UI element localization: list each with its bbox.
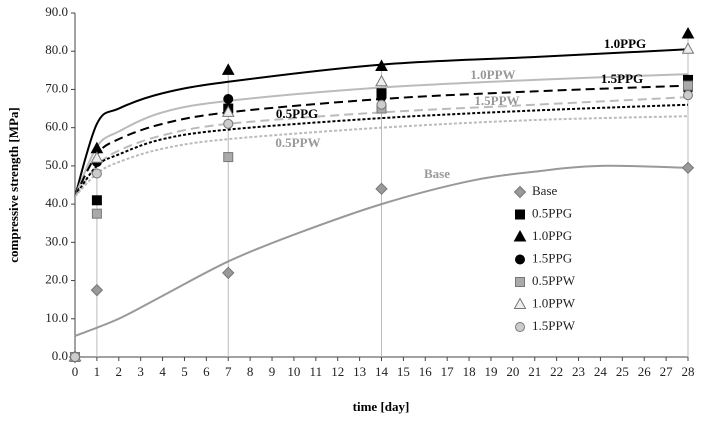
x-tick-label: 2 bbox=[116, 364, 123, 379]
trend-curve bbox=[74, 115, 689, 198]
trend-curve bbox=[74, 96, 689, 198]
marker-square bbox=[223, 152, 234, 163]
x-tick-label: 26 bbox=[638, 364, 652, 379]
marker-circle bbox=[376, 99, 387, 110]
y-tick-label: 20.0 bbox=[45, 272, 68, 287]
marker-circle bbox=[223, 118, 234, 129]
y-tick-label: 10.0 bbox=[45, 310, 68, 325]
marker-triangle bbox=[90, 151, 104, 163]
marker-circle bbox=[91, 168, 102, 179]
legend-label: 1.5PPW bbox=[532, 318, 576, 333]
x-tick-label: 28 bbox=[682, 364, 695, 379]
marker-circle bbox=[70, 352, 80, 362]
x-tick-label: 3 bbox=[137, 364, 144, 379]
x-tick-label: 23 bbox=[572, 364, 585, 379]
marker-circle bbox=[223, 94, 234, 104]
x-tick-label: 9 bbox=[269, 364, 276, 379]
x-tick-label: 8 bbox=[247, 364, 254, 379]
x-tick-label: 25 bbox=[616, 364, 629, 379]
y-tick-label: 50.0 bbox=[45, 157, 68, 172]
marker-square bbox=[515, 277, 525, 287]
x-axis-label: time [day] bbox=[353, 399, 410, 414]
x-tick-label: 16 bbox=[419, 364, 433, 379]
marker-circle bbox=[515, 254, 525, 265]
x-tick-label: 7 bbox=[225, 364, 232, 379]
y-tick-label: 0.0 bbox=[52, 348, 68, 363]
legend-label: 1.0PPW bbox=[532, 295, 576, 310]
marker-square bbox=[91, 208, 102, 219]
marker-triangle bbox=[375, 59, 388, 72]
marker-diamond bbox=[222, 266, 235, 280]
marker-triangle bbox=[221, 105, 235, 117]
x-tick-label: 13 bbox=[353, 364, 366, 379]
x-tick-label: 4 bbox=[159, 364, 166, 379]
marker-diamond bbox=[375, 182, 388, 196]
curve-label: 1.5PPG bbox=[601, 71, 643, 86]
y-axis-label: compressive strength [MPa] bbox=[6, 107, 21, 263]
legend-label: 0.5PPW bbox=[532, 273, 576, 288]
x-tick-label: 10 bbox=[287, 364, 300, 379]
x-tick-label: 12 bbox=[331, 364, 344, 379]
marker-diamond bbox=[513, 185, 527, 199]
marker-triangle bbox=[681, 42, 695, 54]
legend-label: 0.5PPG bbox=[532, 205, 572, 220]
marker-square bbox=[683, 80, 693, 91]
marker-triangle bbox=[221, 63, 235, 75]
marker-triangle bbox=[513, 229, 527, 242]
marker-diamond bbox=[90, 283, 104, 297]
marker-square bbox=[91, 195, 102, 206]
y-tick-label: 60.0 bbox=[45, 119, 68, 134]
curve-label: 1.0PPG bbox=[604, 36, 646, 51]
marker-diamond bbox=[681, 161, 695, 175]
marker-circle bbox=[683, 90, 693, 101]
marker-triangle bbox=[90, 141, 104, 154]
y-tick-label: 70.0 bbox=[45, 80, 68, 95]
trend-curve bbox=[74, 48, 689, 197]
y-tick-label: 90.0 bbox=[45, 4, 68, 19]
x-tick-label: 0 bbox=[72, 364, 79, 379]
x-tick-label: 20 bbox=[506, 364, 519, 379]
curve-label: 0.5PPW bbox=[275, 135, 320, 150]
marker-triangle bbox=[513, 297, 527, 309]
y-tick-label: 80.0 bbox=[45, 42, 68, 57]
legend-label: 1.0PPG bbox=[532, 228, 572, 243]
y-tick-label: 30.0 bbox=[45, 233, 68, 248]
x-tick-label: 11 bbox=[310, 364, 323, 379]
x-tick-label: 1 bbox=[94, 364, 101, 379]
x-tick-label: 18 bbox=[463, 364, 476, 379]
x-tick-label: 6 bbox=[203, 364, 210, 379]
legend-label: 1.5PPG bbox=[532, 250, 572, 265]
curve-label: 1.5PPW bbox=[474, 93, 519, 108]
trend-curve bbox=[74, 103, 689, 198]
marker-circle bbox=[515, 322, 525, 332]
x-tick-label: 15 bbox=[397, 364, 410, 379]
x-tick-label: 27 bbox=[660, 364, 674, 379]
curve-label: 0.5PPG bbox=[276, 106, 318, 121]
marker-square bbox=[515, 209, 525, 220]
x-tick-label: 21 bbox=[528, 364, 541, 379]
trend-curve bbox=[74, 73, 689, 197]
legend-label: Base bbox=[532, 183, 558, 198]
x-tick-label: 19 bbox=[484, 364, 497, 379]
x-tick-label: 24 bbox=[594, 364, 608, 379]
curve-label: Base bbox=[424, 166, 450, 181]
x-tick-label: 22 bbox=[550, 364, 563, 379]
trend-curve bbox=[74, 164, 689, 337]
trend-curve bbox=[74, 84, 689, 197]
y-tick-label: 40.0 bbox=[45, 195, 68, 210]
x-tick-label: 14 bbox=[375, 364, 389, 379]
x-tick-label: 17 bbox=[441, 364, 455, 379]
x-tick-label: 5 bbox=[181, 364, 188, 379]
marker-triangle bbox=[375, 74, 388, 87]
marker-triangle bbox=[681, 26, 695, 39]
curve-label: 1.0PPW bbox=[470, 67, 515, 82]
